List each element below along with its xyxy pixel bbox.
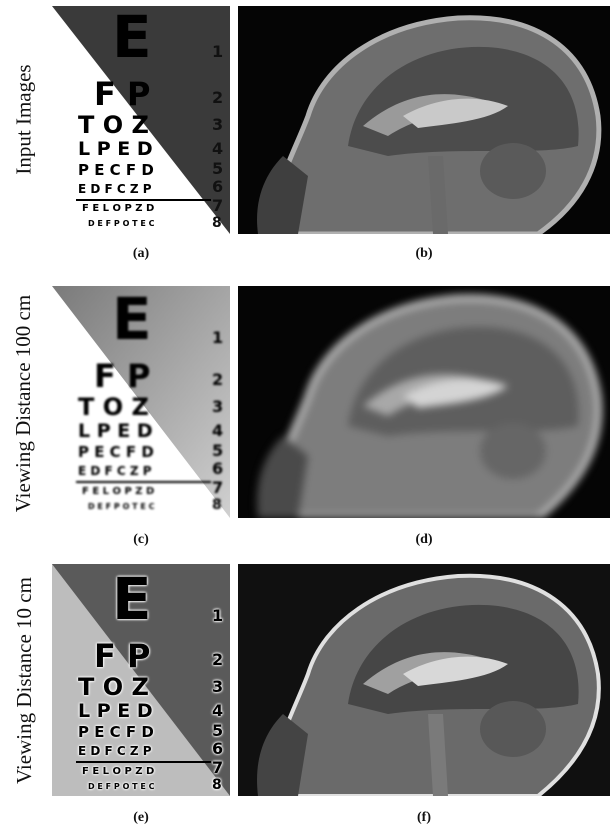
chart-divider: [76, 199, 211, 201]
caption-e: (e): [133, 810, 149, 825]
row-label-input: Input Images: [4, 6, 44, 232]
chart-line-7: F E L O P Z D: [82, 766, 155, 777]
chart-line-8: D E F P O T E C: [88, 782, 155, 791]
caption-b: (b): [415, 246, 433, 261]
chart-number-6: 6: [212, 459, 224, 478]
mri-sagittal-image: [257, 294, 603, 518]
chart-number-8: 8: [212, 497, 222, 513]
caption-a: (a): [132, 246, 150, 261]
mri-panel-d: [238, 286, 610, 518]
chart-line-8: D E F P O T E C: [88, 502, 155, 511]
row-label-text: Input Images: [11, 63, 36, 175]
chart-number-1: 1: [212, 606, 224, 625]
caption-c: (c): [133, 532, 149, 547]
chart-line-1: E: [112, 565, 152, 633]
eye-chart-panel-e: [52, 564, 230, 796]
chart-number-4: 4: [212, 421, 224, 440]
chart-line-4: L P E D: [78, 700, 153, 722]
chart-number-6: 6: [212, 177, 224, 196]
chart-number-2: 2: [212, 370, 224, 389]
chart-line-7: F E L O P Z D: [82, 486, 155, 497]
mri-sagittal-image: [257, 15, 602, 234]
chart-number-5: 5: [212, 159, 224, 178]
chart-number-5: 5: [212, 441, 224, 460]
chart-line-5: P E C F D: [78, 161, 154, 179]
chart-number-1: 1: [212, 328, 224, 347]
chart-number-8: 8: [212, 777, 222, 793]
chart-number-4: 4: [212, 701, 224, 720]
chart-number-4: 4: [212, 139, 224, 158]
chart-number-7: 7: [212, 758, 224, 777]
chart-number-1: 1: [212, 42, 224, 61]
chart-line-6: E D F C Z P: [78, 464, 152, 478]
chart-line-3: T O Z: [78, 111, 149, 139]
caption-f: (f): [417, 810, 431, 825]
mri-sagittal-image: [257, 573, 601, 796]
eye-chart-background: [52, 564, 230, 796]
chart-divider: [76, 481, 211, 483]
eye-chart-panel-a: [52, 6, 230, 234]
chart-line-4: L P E D: [78, 138, 153, 160]
chart-number-3: 3: [212, 397, 224, 416]
chart-line-3: T O Z: [78, 673, 149, 701]
chart-number-8: 8: [212, 215, 222, 231]
mri-panel-f: [238, 564, 610, 796]
chart-line-4: L P E D: [78, 420, 153, 442]
chart-line-2: F P: [94, 637, 151, 675]
row-label-text: Viewing Distance 100 cm: [11, 294, 36, 512]
row-label-10cm: Viewing Distance 10 cm: [4, 565, 44, 795]
chart-number-3: 3: [212, 115, 224, 134]
chart-line-8: D E F P O T E C: [88, 219, 155, 228]
chart-number-2: 2: [212, 650, 224, 669]
chart-line-1: E: [112, 285, 152, 353]
chart-number-7: 7: [212, 196, 224, 215]
row-label-text: Viewing Distance 10 cm: [11, 576, 36, 784]
chart-line-5: P E C F D: [78, 723, 154, 741]
row-label-100cm: Viewing Distance 100 cm: [4, 285, 44, 521]
mri-panel-b: [238, 6, 610, 234]
chart-number-2: 2: [212, 88, 224, 107]
chart-line-3: T O Z: [78, 393, 149, 421]
chart-line-6: E D F C Z P: [78, 182, 152, 196]
chart-number-5: 5: [212, 721, 224, 740]
eye-chart-background: [52, 286, 230, 518]
chart-divider: [76, 761, 211, 763]
eye-chart-panel-c: [52, 286, 230, 518]
chart-line-1: E: [112, 3, 152, 71]
chart-number-7: 7: [212, 478, 224, 497]
caption-d: (d): [415, 532, 433, 547]
chart-line-2: F P: [94, 75, 151, 113]
chart-line-2: F P: [94, 357, 151, 395]
chart-line-5: P E C F D: [78, 443, 154, 461]
chart-line-7: F E L O P Z D: [82, 203, 155, 214]
chart-line-6: E D F C Z P: [78, 744, 152, 758]
chart-number-3: 3: [212, 677, 224, 696]
eye-chart-background: [52, 6, 230, 234]
chart-number-6: 6: [212, 739, 224, 758]
